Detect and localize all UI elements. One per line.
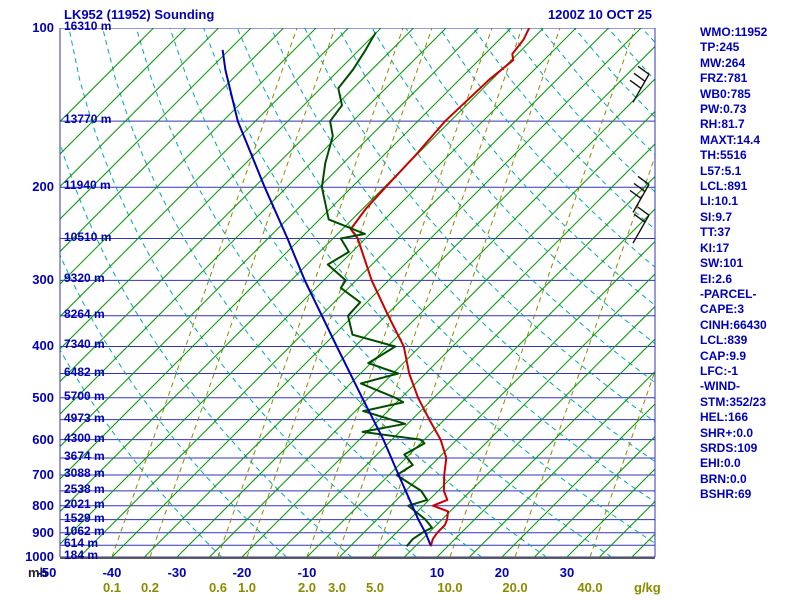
height-label: 4973 m xyxy=(64,410,105,425)
stat-line: PW:0.73 xyxy=(700,102,747,117)
height-label: 1529 m xyxy=(64,510,105,525)
stat-line: LI:10.1 xyxy=(700,194,739,209)
height-label: 3088 m xyxy=(64,466,105,481)
stat-line: STM:352/23 xyxy=(700,394,767,409)
pressure-label: 100 xyxy=(32,20,54,35)
stat-line: SHR+:0.0 xyxy=(700,425,754,440)
mixing-ratio-label: 0.6 xyxy=(208,580,228,595)
plot-frame xyxy=(59,28,656,559)
pressure-unit-label: mb xyxy=(28,565,48,580)
stat-line: EI:2.6 xyxy=(700,271,733,286)
stat-line: TP:245 xyxy=(700,40,740,55)
temp-label: -10 xyxy=(297,565,317,580)
temp-label: -40 xyxy=(102,565,122,580)
stat-line: SRDS:109 xyxy=(700,440,758,455)
stat-line: CAP:9.9 xyxy=(700,348,747,363)
wind-barbs xyxy=(629,65,650,244)
wind-barb xyxy=(632,206,650,244)
height-label: 2538 m xyxy=(64,481,105,496)
height-label: 9320 m xyxy=(64,271,105,286)
mixing-ratio-label: 1.0 xyxy=(237,580,257,595)
stat-line: RH:81.7 xyxy=(700,117,745,132)
stat-line: CAPE:3 xyxy=(700,302,745,317)
stat-line: TT:37 xyxy=(700,225,731,240)
mixing-ratio-label: 0.2 xyxy=(140,580,160,595)
stat-line: LCL:891 xyxy=(700,179,748,194)
pressure-label: 900 xyxy=(32,524,54,540)
mixing-ratio-lines xyxy=(111,28,655,557)
height-label: 16310 m xyxy=(64,19,112,33)
mixing-ratio-label: 20.0 xyxy=(502,580,528,595)
height-label: 7340 m xyxy=(64,337,105,352)
temperature-trace xyxy=(349,28,531,547)
isobar-lines xyxy=(60,28,655,557)
mixing-ratio-label: 5.0 xyxy=(365,580,385,595)
stat-line: WMO:11952 xyxy=(700,25,768,39)
pressure-label: 800 xyxy=(32,497,54,513)
isotherm-lines xyxy=(60,28,655,557)
stat-line: HEL:166 xyxy=(700,410,749,425)
pressure-label: 700 xyxy=(32,467,54,483)
height-label: 3674 m xyxy=(64,449,105,464)
height-label: 10510 m xyxy=(64,229,112,244)
stat-line: EHI:0.0 xyxy=(700,456,741,471)
height-label: 4300 m xyxy=(64,430,105,445)
temp-label: 30 xyxy=(559,565,575,580)
temp-label: 10 xyxy=(429,565,445,580)
stat-line: LFC:-1 xyxy=(700,363,738,378)
height-label: 2021 m xyxy=(64,496,105,511)
temp-label: -30 xyxy=(167,565,187,580)
stat-line: KI:17 xyxy=(700,240,730,255)
height-label: 6482 m xyxy=(64,364,105,379)
stat-line: -PARCEL- xyxy=(700,286,757,301)
height-label: 614 m xyxy=(64,536,99,551)
height-label: 13770 m xyxy=(64,112,112,127)
mixing-unit-label: g/kg xyxy=(634,580,661,595)
pressure-label: 500 xyxy=(32,389,54,405)
mixing-ratio-label: 3.0 xyxy=(327,580,347,595)
page-title: LK952 (11952) Sounding xyxy=(64,7,215,22)
stat-line: TH:5516 xyxy=(700,148,747,163)
wind-barb xyxy=(629,175,650,213)
stat-line: MW:264 xyxy=(700,55,746,70)
stat-line: SW:101 xyxy=(700,256,744,271)
height-label: 5700 m xyxy=(64,388,105,403)
stat-line: L57:5.1 xyxy=(700,163,742,178)
stat-line: BSHR:69 xyxy=(700,487,752,502)
grid-lines xyxy=(60,28,655,557)
height-label: 1062 m xyxy=(64,523,105,538)
pressure-label: 300 xyxy=(32,272,54,288)
stat-line: FRZ:781 xyxy=(700,71,748,86)
mixing-ratio-label: 10.0 xyxy=(437,580,463,595)
stat-line: BRN:0.0 xyxy=(700,471,747,486)
stat-line: -WIND- xyxy=(700,379,740,394)
mixing-ratio-label: 0.1 xyxy=(102,580,122,595)
mixing-ratio-label: 2.0 xyxy=(297,580,317,595)
temp-label: -50 xyxy=(37,565,57,580)
pressure-label: 600 xyxy=(32,431,54,447)
stat-line: LCL:839 xyxy=(700,333,748,348)
stat-line: WB0:785 xyxy=(700,86,751,101)
wind-barb xyxy=(629,65,650,103)
pressure-label: 1000 xyxy=(25,549,54,564)
datetime-label: 1200Z 10 OCT 25 xyxy=(547,7,652,22)
stat-line: SI:9.7 xyxy=(700,209,733,224)
stat-line: MAXT:14.4 xyxy=(700,132,761,147)
stats-panel: WMO:11952 TP:245 MW:264 FRZ:781 WB0:785 PW:0.… xyxy=(700,25,798,503)
parcel-trace xyxy=(221,49,432,546)
pressure-label: 400 xyxy=(32,338,54,354)
mixing-ratio-label: 40.0 xyxy=(577,580,603,595)
stat-line: CINH:66430 xyxy=(700,317,767,332)
dewpoint-trace xyxy=(320,31,433,548)
height-label: 184 m xyxy=(64,548,99,562)
height-label: 11940 m xyxy=(64,178,111,193)
height-label: 8264 m xyxy=(64,306,105,321)
temp-label: -20 xyxy=(232,565,252,580)
temp-label: 20 xyxy=(494,565,510,580)
pressure-label: 200 xyxy=(32,179,54,195)
